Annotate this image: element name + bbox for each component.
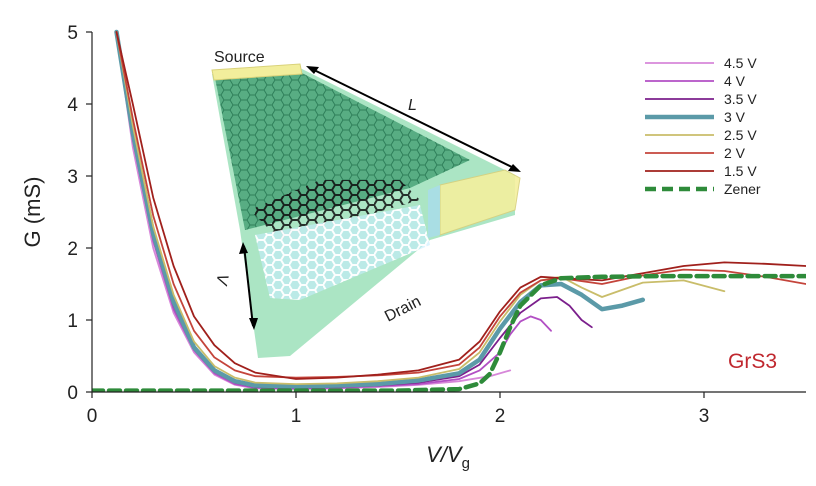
source-electrode <box>211 63 303 81</box>
length-arrow <box>309 67 519 171</box>
x-tick-label: 1 <box>291 406 302 427</box>
x-axis-title-main: V/V <box>426 442 464 467</box>
x-axis-title: V/Vg <box>426 442 470 472</box>
y-tick-label: 4 <box>67 95 78 116</box>
series-line-zener <box>92 273 806 392</box>
legend-label: 3 V <box>724 109 746 125</box>
x-tick-label: 3 <box>699 406 710 427</box>
length-arrowhead-start <box>306 66 319 74</box>
drain-electrode-shade <box>428 185 440 238</box>
legend-label: 1.5 V <box>724 163 757 179</box>
ticks-layer: 0 1 2 3 0 1 2 3 4 5 <box>67 23 709 427</box>
ribbon-dark-lattice <box>250 180 420 240</box>
y-axis-title: G (mS) <box>20 177 45 248</box>
x-tick-label: 2 <box>495 406 506 427</box>
source-label: Source <box>214 49 265 66</box>
legend-label: 2 V <box>724 145 746 161</box>
width-arrowhead-end <box>249 318 258 330</box>
y-tick-label: 5 <box>67 23 78 44</box>
legend-label: 2.5 V <box>724 127 757 143</box>
ribbon-lower-hexes <box>255 205 430 300</box>
legend-label: 4 V <box>724 73 746 89</box>
x-axis-title-subscript: g <box>462 455 470 472</box>
y-tick-label: 2 <box>67 239 78 260</box>
legend-label: Zener <box>724 181 761 197</box>
y-tick-label: 3 <box>67 167 78 188</box>
x-tick-label: 0 <box>87 406 98 427</box>
width-arrow <box>243 245 254 327</box>
device-schematic-inset: Source Drain L Λ <box>211 49 521 358</box>
ribbon-upper-lattice <box>215 72 470 230</box>
legend: 4.5 V 4 V 3.5 V 3 V 2.5 V 2 V 1.5 V Zener <box>645 55 761 197</box>
width-label: Λ <box>214 273 233 287</box>
series-line-1-5-v <box>115 31 806 380</box>
drain-label: Drain <box>382 293 424 326</box>
series-line-2-5-v <box>115 31 726 386</box>
series-line-3-v <box>114 29 646 389</box>
length-arrowhead-end <box>508 164 521 172</box>
series-layer <box>92 29 806 392</box>
y-tick-label: 0 <box>67 383 78 404</box>
legend-label: 3.5 V <box>724 91 757 107</box>
legend-label: 4.5 V <box>724 55 757 71</box>
length-label: L <box>408 97 417 114</box>
y-tick-label: 1 <box>67 311 78 332</box>
sample-annotation: GrS3 <box>728 350 777 373</box>
width-arrowhead-start <box>239 242 248 254</box>
